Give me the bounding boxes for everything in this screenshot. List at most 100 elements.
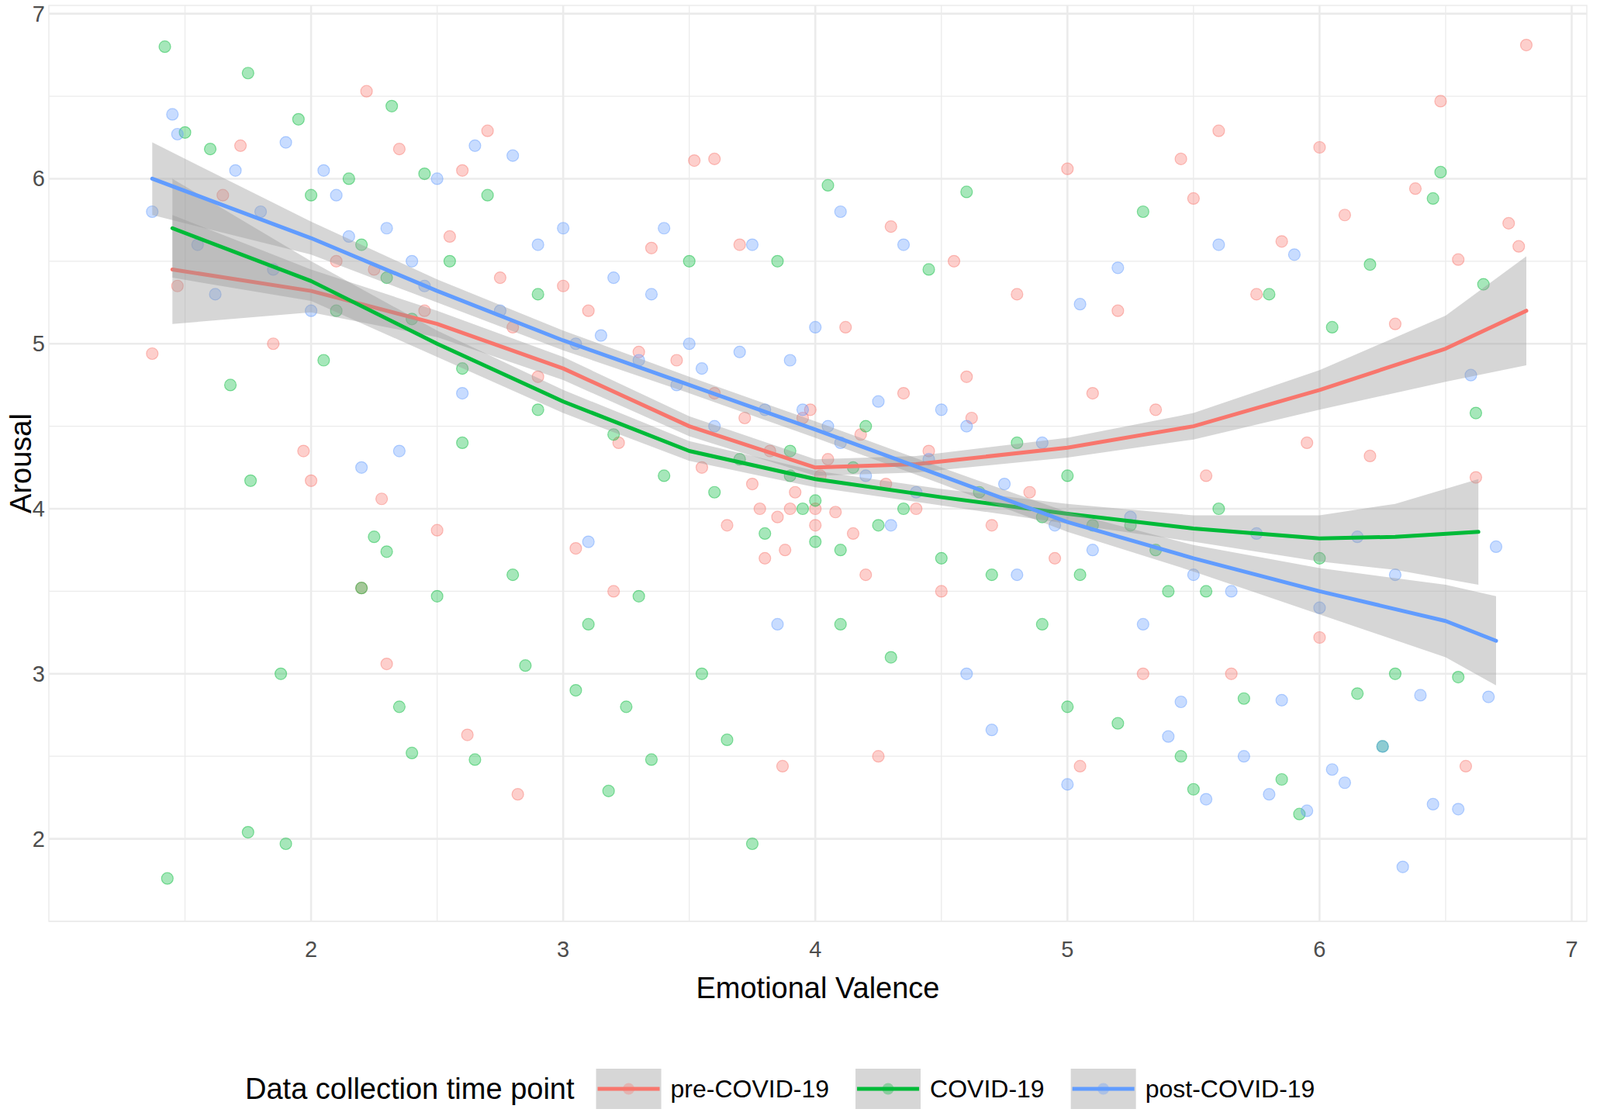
- point: [1162, 585, 1175, 598]
- point: [1275, 235, 1288, 248]
- minor-grid-line: [48, 95, 1587, 97]
- point: [935, 585, 947, 598]
- point: [1061, 778, 1074, 791]
- point: [683, 255, 695, 267]
- x-tick-label: 4: [808, 936, 822, 962]
- point: [872, 750, 885, 763]
- point: [935, 404, 947, 416]
- point: [386, 100, 398, 112]
- point: [1237, 750, 1250, 763]
- point-series: [146, 39, 1533, 801]
- minor-grid-line: [436, 5, 438, 922]
- point: [1301, 436, 1314, 449]
- point: [317, 354, 330, 367]
- plot-area: [146, 39, 1533, 885]
- point: [608, 585, 620, 598]
- point: [376, 493, 388, 505]
- point: [532, 238, 544, 251]
- point: [1187, 783, 1200, 795]
- point: [645, 753, 657, 766]
- point: [275, 667, 287, 680]
- point: [245, 474, 257, 487]
- point: [860, 569, 872, 581]
- point: [1338, 777, 1351, 789]
- point: [771, 511, 784, 523]
- point: [1376, 740, 1389, 753]
- x-tick-label: 7: [1565, 936, 1578, 962]
- point: [733, 238, 746, 251]
- point: [1112, 717, 1124, 730]
- chart: 234567234567Emotional ValenceArousalData…: [0, 0, 1600, 1116]
- point: [330, 189, 343, 201]
- point: [1136, 205, 1149, 218]
- point: [1200, 469, 1213, 482]
- point: [683, 338, 695, 350]
- point: [456, 164, 469, 177]
- x-tick-label: 2: [304, 936, 318, 962]
- point: [1011, 569, 1023, 581]
- point: [1338, 209, 1351, 222]
- point: [1452, 671, 1465, 684]
- point: [1011, 288, 1023, 301]
- point: [1326, 763, 1338, 776]
- y-grid-line: [48, 837, 1587, 840]
- point: [229, 164, 242, 177]
- point: [759, 527, 771, 540]
- point: [1237, 692, 1250, 705]
- point: [582, 535, 595, 548]
- point: [839, 321, 852, 333]
- point: [1174, 750, 1187, 763]
- point: [1459, 760, 1472, 772]
- point: [602, 784, 615, 797]
- point: [809, 535, 822, 548]
- point: [443, 255, 456, 267]
- point: [822, 179, 834, 191]
- point: [368, 531, 381, 543]
- point: [948, 255, 961, 267]
- point: [1225, 585, 1238, 598]
- point: [809, 494, 822, 507]
- point: [1212, 238, 1225, 251]
- grid: [48, 5, 1587, 922]
- minor-grid-line: [184, 5, 186, 922]
- point: [443, 230, 456, 242]
- point: [935, 552, 947, 564]
- point: [746, 478, 758, 491]
- legend-label: post-COVID-19: [1145, 1074, 1316, 1103]
- point: [985, 569, 998, 581]
- point: [456, 436, 469, 449]
- point: [1288, 248, 1300, 261]
- legend-label: pre-COVID-19: [670, 1074, 830, 1103]
- point: [557, 222, 570, 235]
- point: [241, 67, 254, 80]
- point: [1452, 803, 1465, 816]
- point: [594, 329, 607, 342]
- y-grid-line: [48, 342, 1587, 346]
- point: [1162, 730, 1175, 743]
- point: [658, 222, 671, 235]
- point: [1136, 618, 1149, 630]
- x-tick-label: 5: [1060, 936, 1074, 962]
- point: [796, 503, 809, 515]
- point: [406, 746, 419, 759]
- point: [511, 788, 524, 801]
- y-axis-title: Arousal: [4, 413, 38, 514]
- smooth-line: [152, 178, 1497, 641]
- x-axis-title: Emotional Valence: [695, 971, 940, 1005]
- point: [393, 445, 405, 457]
- point: [1074, 760, 1086, 772]
- point: [658, 469, 671, 482]
- point: [1513, 240, 1525, 253]
- point: [305, 474, 318, 487]
- point: [146, 347, 159, 360]
- point: [1174, 152, 1187, 165]
- point: [1275, 694, 1288, 706]
- point: [746, 238, 758, 251]
- point: [884, 519, 897, 532]
- point: [1112, 262, 1124, 274]
- point: [922, 263, 935, 276]
- point: [834, 618, 847, 630]
- point: [1376, 740, 1389, 753]
- point: [279, 837, 292, 850]
- point: [776, 760, 788, 772]
